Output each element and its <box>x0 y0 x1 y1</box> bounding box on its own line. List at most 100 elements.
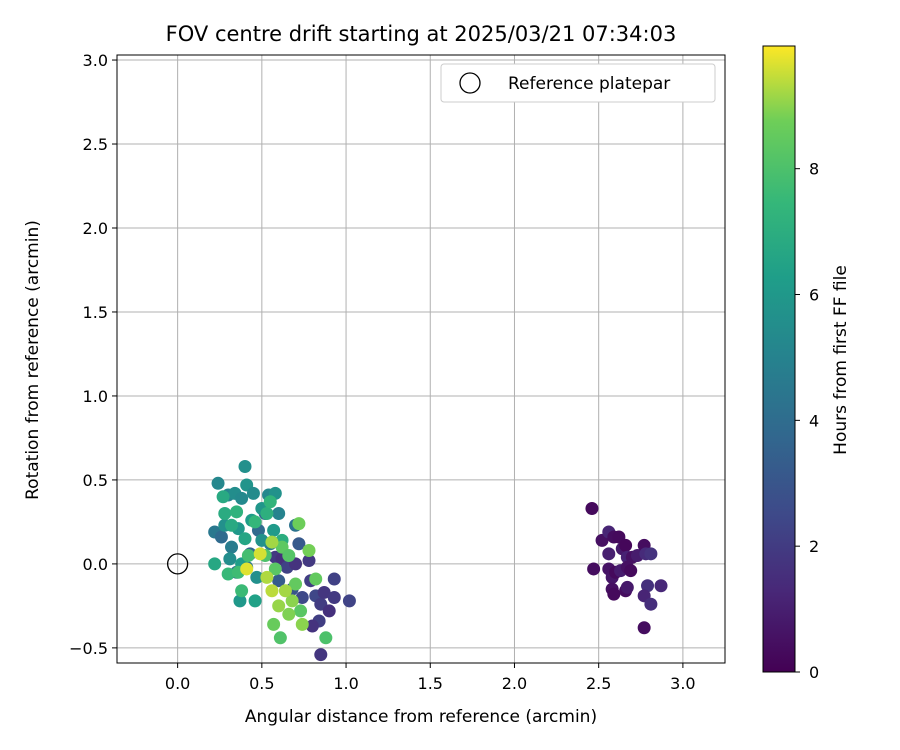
data-point <box>235 584 249 598</box>
data-point <box>214 530 228 544</box>
y-tick-label: −0.5 <box>69 639 108 658</box>
data-point <box>282 607 296 621</box>
data-point <box>273 631 287 645</box>
data-point <box>268 562 282 576</box>
data-point <box>208 557 222 571</box>
x-tick-label: 1.0 <box>333 674 358 693</box>
data-point <box>265 584 279 598</box>
data-point <box>309 572 323 586</box>
x-tick-label: 0.0 <box>165 674 190 693</box>
y-tick-label: 2.5 <box>83 135 108 154</box>
legend-reference-icon <box>459 72 481 94</box>
y-tick-label: 0.0 <box>83 555 108 574</box>
legend-box <box>440 63 716 103</box>
data-point <box>216 490 230 504</box>
data-point <box>302 554 316 568</box>
y-tick-label: 0.5 <box>83 471 108 490</box>
data-point <box>248 515 262 529</box>
data-point <box>322 604 336 618</box>
data-point <box>223 552 237 566</box>
data-point <box>305 619 319 633</box>
data-point <box>225 518 239 532</box>
x-axis-ticks: 0.0 0.5 1.0 1.5 2.0 2.5 3.0 <box>165 663 696 693</box>
data-point <box>260 570 274 584</box>
colorbar-tick-label: 2 <box>809 537 819 556</box>
data-point <box>248 594 262 608</box>
data-point <box>272 507 286 521</box>
data-point <box>278 584 292 598</box>
x-tick-label: 3.0 <box>670 674 695 693</box>
y-tick-label: 1.5 <box>83 303 108 322</box>
data-point <box>235 491 249 505</box>
data-point <box>238 459 252 473</box>
data-point <box>211 476 225 490</box>
colorbar-tick-label: 4 <box>809 411 819 430</box>
data-point <box>641 579 655 593</box>
data-point <box>267 523 281 537</box>
data-point <box>587 562 601 576</box>
data-point <box>233 594 247 608</box>
data-point <box>260 507 274 521</box>
y-tick-label: 1.0 <box>83 387 108 406</box>
colorbar-tick-label: 0 <box>809 663 819 682</box>
chart-title: FOV centre drift starting at 2025/03/21 … <box>166 22 677 46</box>
data-point <box>644 547 658 561</box>
data-point <box>619 538 633 552</box>
x-tick-label: 2.5 <box>586 674 611 693</box>
colorbar-tick-label: 8 <box>809 160 819 179</box>
data-point <box>272 574 286 588</box>
colorbar-gradient <box>762 45 796 673</box>
data-point <box>285 594 299 608</box>
legend: Reference platepar <box>440 63 716 103</box>
data-point <box>302 543 316 557</box>
plot-frame <box>116 54 726 664</box>
data-point <box>263 495 277 509</box>
x-tick-label: 2.0 <box>502 674 527 693</box>
data-point <box>637 621 651 635</box>
data-point <box>644 597 658 611</box>
data-point <box>602 547 616 561</box>
colorbar: 0 2 4 6 8 Hours from first FF file <box>762 45 851 682</box>
data-point <box>295 590 309 604</box>
data-point <box>246 486 260 500</box>
y-axis-label: Rotation from reference (arcmin) <box>23 220 43 500</box>
data-point <box>225 540 239 554</box>
colorbar-ticks: 0 2 4 6 8 <box>795 160 819 682</box>
reference-marker <box>166 553 189 575</box>
data-point <box>218 507 232 521</box>
colorbar-label: Hours from first FF file <box>831 265 851 455</box>
data-point <box>289 577 303 591</box>
x-axis-label: Angular distance from reference (arcmin) <box>245 707 597 727</box>
data-point <box>314 648 328 662</box>
data-point <box>221 567 235 581</box>
data-point <box>620 580 634 594</box>
data-point <box>607 587 621 601</box>
data-point <box>272 599 286 613</box>
data-point <box>265 535 279 549</box>
data-points <box>208 459 668 662</box>
colorbar-tick-label: 6 <box>809 286 819 305</box>
y-tick-label: 3.0 <box>83 51 108 70</box>
data-point <box>294 604 308 618</box>
data-point <box>253 547 267 561</box>
data-point <box>327 590 341 604</box>
data-point <box>342 594 356 608</box>
y-tick-label: 2.0 <box>83 219 108 238</box>
data-point <box>295 617 309 631</box>
data-point <box>282 549 296 563</box>
data-point <box>240 562 254 576</box>
data-point <box>624 564 638 578</box>
data-point <box>292 517 306 531</box>
data-point <box>327 572 341 586</box>
data-point <box>241 549 255 563</box>
data-point <box>319 631 333 645</box>
data-point <box>585 501 599 515</box>
y-axis-ticks: −0.5 0.0 0.5 1.0 1.5 2.0 2.5 3.0 <box>69 51 117 658</box>
data-point <box>654 579 668 593</box>
x-tick-label: 1.5 <box>418 674 443 693</box>
data-point <box>255 533 269 547</box>
data-point <box>267 617 281 631</box>
legend-reference-label: Reference platepar <box>508 74 670 94</box>
data-point <box>238 532 252 546</box>
